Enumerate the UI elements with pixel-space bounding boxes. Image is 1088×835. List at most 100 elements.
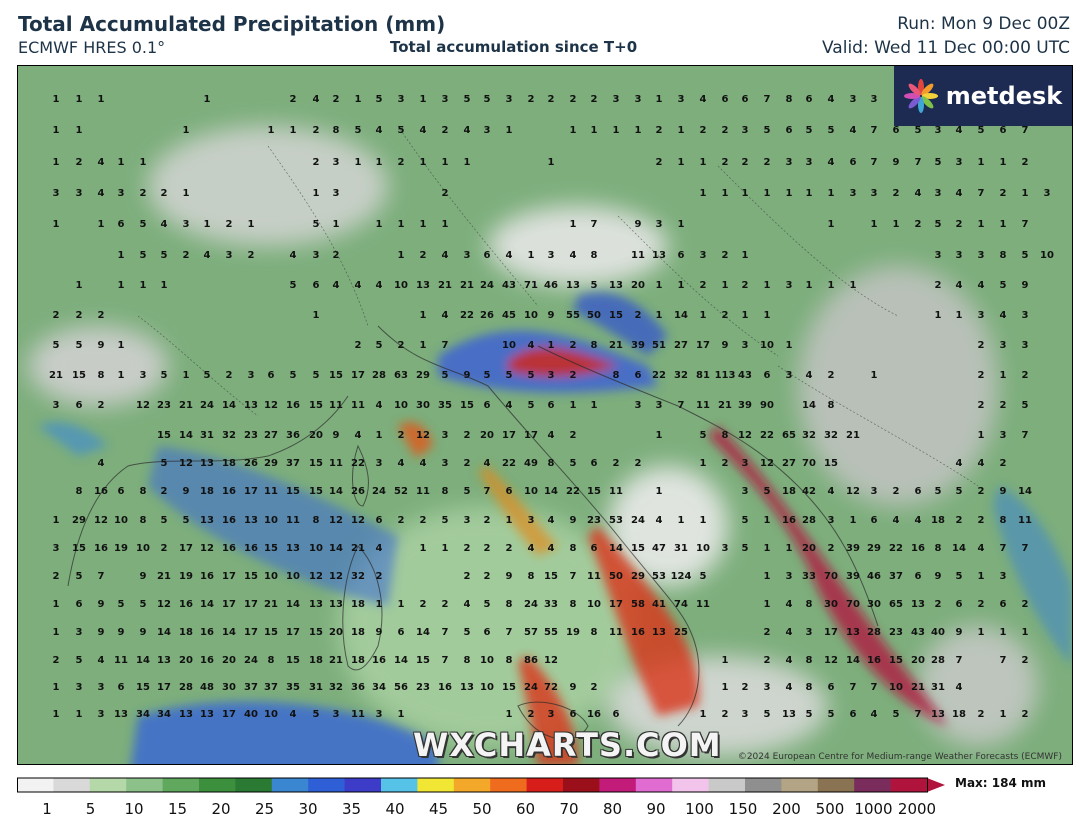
precip-value: 22 [460, 310, 474, 321]
precip-value: 2 [398, 515, 405, 526]
precip-value: 1 [722, 280, 729, 291]
precip-value: 1 [268, 125, 275, 136]
precip-value: 1 [161, 280, 168, 291]
precip-value: 46 [544, 280, 558, 291]
precip-value: 5 [700, 571, 707, 582]
precip-value: 3 [313, 250, 320, 261]
precip-value: 6 [76, 599, 83, 610]
precip-value: 1 [742, 188, 749, 199]
precip-value: 55 [544, 627, 558, 638]
precip-value: 37 [889, 571, 903, 582]
precip-value: 4 [850, 125, 857, 136]
precip-value: 6 [376, 515, 383, 526]
precip-value: 15 [72, 370, 86, 381]
precip-value: 6 [484, 400, 491, 411]
precip-value: 6 [118, 219, 125, 230]
precip-value: 13 [179, 709, 193, 720]
precip-value: 3 [484, 125, 491, 136]
precip-value: 16 [94, 486, 108, 497]
precip-value: 2 [313, 125, 320, 136]
precip-value: 8 [464, 655, 471, 666]
precip-value: 1 [656, 486, 663, 497]
precip-value: 1 [978, 430, 985, 441]
precip-value: 10 [309, 543, 323, 554]
colorbar-segment [308, 778, 346, 792]
precip-value: 16 [222, 515, 236, 526]
precip-value: 3 [786, 571, 793, 582]
precip-value: 15 [587, 486, 601, 497]
precip-value: 20 [802, 543, 816, 554]
precip-value: 17 [222, 599, 236, 610]
precip-value: 2 [591, 94, 598, 105]
precip-value: 12 [329, 571, 343, 582]
precip-value: 15 [72, 543, 86, 554]
precip-value: 12 [351, 515, 365, 526]
precip-value: 8 [591, 627, 598, 638]
precip-value: 10 [136, 543, 150, 554]
precip-value: 12 [94, 515, 108, 526]
precip-value: 12 [200, 543, 214, 554]
precip-value: 3 [935, 250, 942, 261]
max-label: Max: 184 mm [955, 776, 1046, 790]
precip-value: 5 [313, 709, 320, 720]
colorbar-tick-label: 30 [298, 800, 318, 818]
precip-value: 2 [1022, 709, 1029, 720]
precip-value: 27 [674, 340, 688, 351]
colorbar-tick-label: 2000 [897, 800, 937, 818]
precip-value: 4 [828, 157, 835, 168]
precip-value: 5 [140, 219, 147, 230]
precip-value: 4 [398, 458, 405, 469]
precip-value: 2 [442, 599, 449, 610]
precip-value: 21 [351, 543, 365, 554]
precip-value: 9 [98, 627, 105, 638]
precip-value: 2 [1000, 400, 1007, 411]
precip-value: 15 [502, 682, 516, 693]
precip-value: 39 [846, 571, 860, 582]
precip-value: 5 [464, 486, 471, 497]
precip-value: 13 [286, 543, 300, 554]
precip-value: 28 [802, 515, 816, 526]
precip-value: 1 [893, 219, 900, 230]
precip-value: 4 [978, 458, 985, 469]
precip-value: 3 [806, 627, 813, 638]
precip-value: 46 [867, 571, 881, 582]
precip-value: 1 [442, 157, 449, 168]
colorbar-outline [17, 777, 928, 793]
precip-value: 11 [114, 655, 128, 666]
precip-value: 6 [635, 370, 642, 381]
precip-value: 20 [480, 430, 494, 441]
precip-value: 86 [524, 655, 538, 666]
colorbar-segment [672, 778, 710, 792]
value-labels: 1 1 1 1 2 4 2 1 5 3 1 3 5 5 3 2 2 2 2 3 3 1 3 4 6 6 7 8 6 4 3 31 1 1 1 1 2 8 5… [49, 94, 1054, 720]
precip-value: 7 [442, 627, 449, 638]
precip-value: 1 [398, 599, 405, 610]
precip-value: 18 [200, 486, 214, 497]
precip-value: 17 [351, 370, 365, 381]
precip-value: 2 [376, 571, 383, 582]
precip-value: 5 [76, 340, 83, 351]
precip-value: 3 [140, 370, 147, 381]
precip-value: 4 [376, 543, 383, 554]
precip-value: 1 [591, 125, 598, 136]
precip-value: 1 [98, 94, 105, 105]
precip-value: 15 [609, 310, 623, 321]
precip-value: 15 [244, 571, 258, 582]
precip-value: 57 [524, 627, 538, 638]
precip-value: 3 [333, 188, 340, 199]
precip-value: 4 [376, 125, 383, 136]
precip-value: 12 [760, 458, 774, 469]
precip-value: 32 [222, 430, 236, 441]
precip-value: 13 [931, 709, 945, 720]
precip-value: 9 [506, 571, 513, 582]
valid-label: Valid: Wed 11 Dec 00:00 UTC [822, 38, 1070, 58]
precip-value: 2 [570, 340, 577, 351]
precip-value: 5 [355, 125, 362, 136]
precip-value: 2 [722, 125, 729, 136]
precip-value: 12 [264, 400, 278, 411]
precip-value: 3 [850, 94, 857, 105]
precip-value: 15 [329, 370, 343, 381]
precip-value: 9 [1000, 486, 1007, 497]
precip-value: 53 [609, 515, 623, 526]
precip-value: 17 [222, 571, 236, 582]
precip-value: 10 [264, 571, 278, 582]
